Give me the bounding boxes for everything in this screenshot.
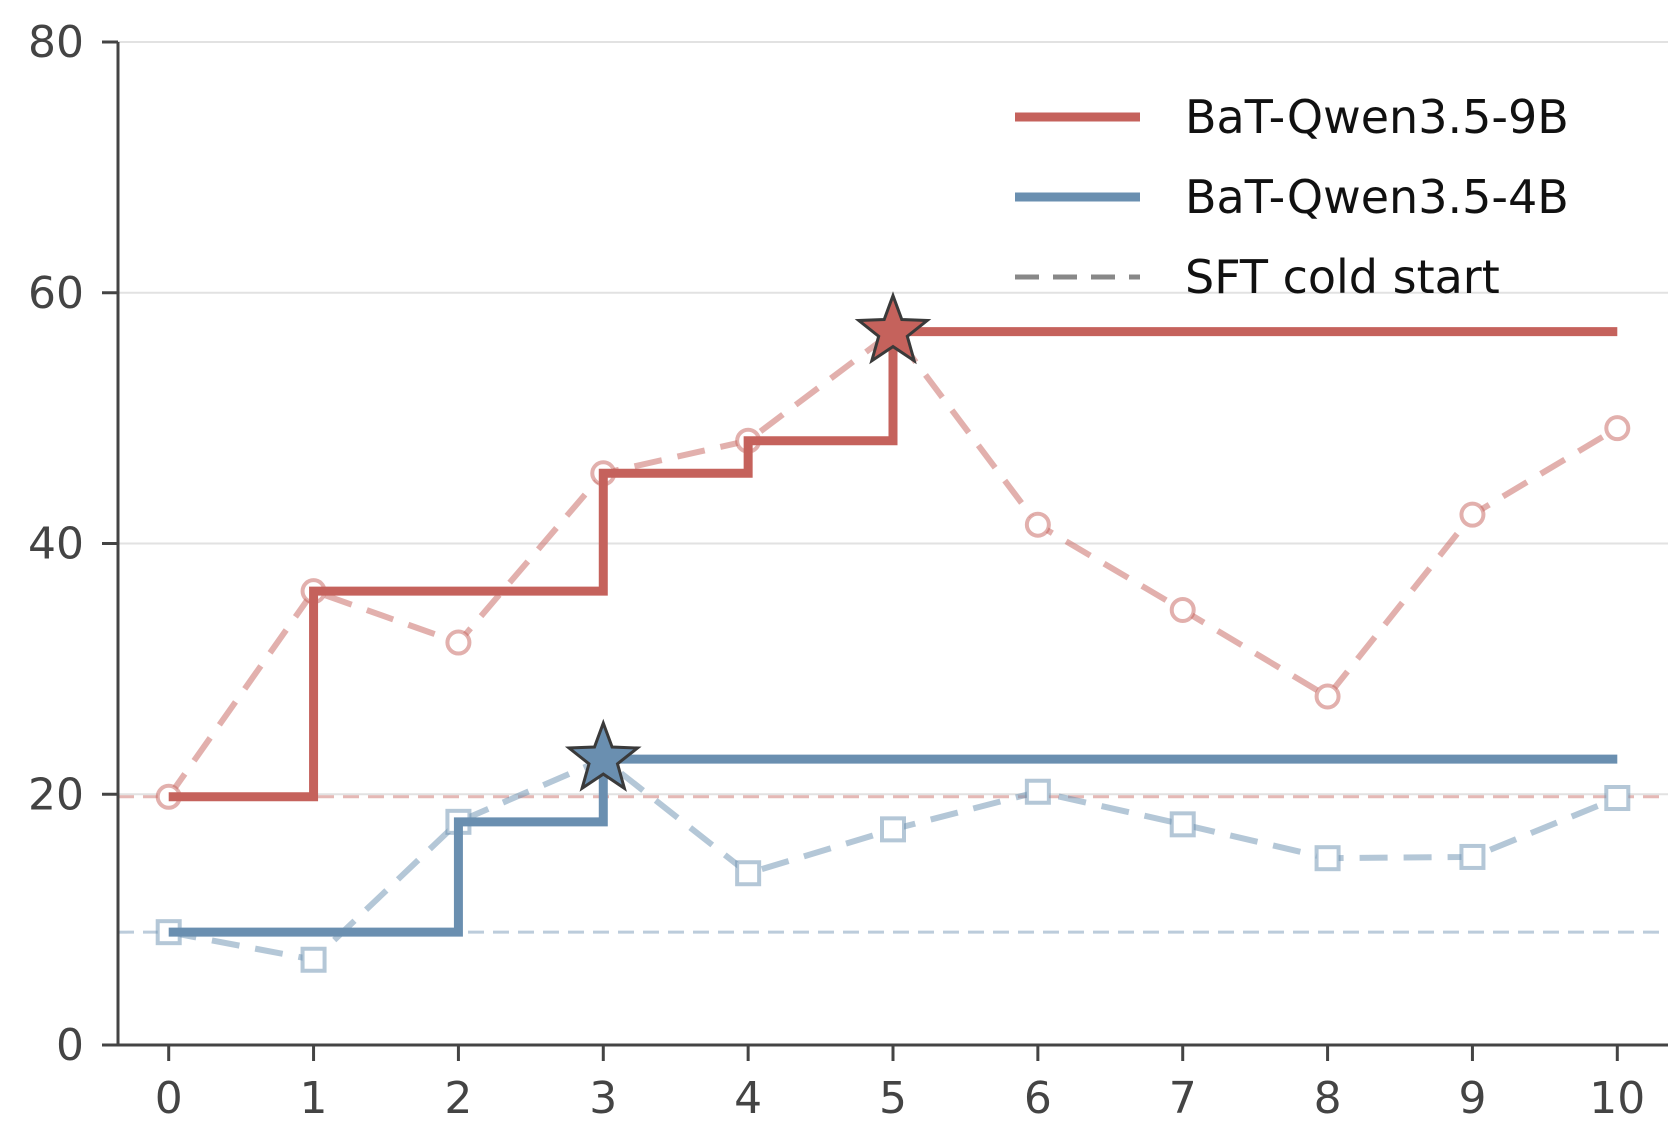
legend-label-1: BaT-Qwen3.5-4B [1185,170,1569,224]
legend: BaT-Qwen3.5-9B BaT-Qwen3.5-4B SFT cold sta… [1015,90,1569,304]
data-point-0-6 [1024,511,1051,538]
data-point-0-7 [1169,596,1196,623]
data-point-1-6 [1024,778,1051,805]
x-tick-label-0: 0 [155,1073,183,1124]
x-tick-label-5: 5 [879,1073,907,1124]
x-tick-label-8: 8 [1314,1073,1342,1124]
x-tick-label-9: 9 [1458,1073,1486,1124]
data-point-0-8 [1314,683,1341,710]
x-tick-label-3: 3 [589,1073,617,1124]
data-point-0-10 [1604,415,1631,442]
best-star-1 [564,718,642,792]
data-point-1-5 [880,816,906,843]
data-point-1-8 [1314,845,1341,872]
best-step-line-0 [168,327,1618,802]
data-point-0-9 [1459,501,1486,528]
legend-label-2: SFT cold start [1185,250,1500,304]
data-point-1-1 [300,946,327,973]
x-tick-label-6: 6 [1024,1073,1052,1124]
x-tick-label-7: 7 [1169,1073,1197,1124]
data-point-1-10 [1604,785,1631,812]
data-point-0-2 [445,629,472,656]
y-tick-label-80: 80 [28,17,84,68]
y-tick-label-0: 0 [56,1020,84,1071]
data-point-1-9 [1459,843,1486,870]
best-so-far-series [168,327,1618,937]
data-point-1-4 [735,860,762,887]
axes: 0 20 40 60 80 0 1 2 3 4 5 6 7 8 9 10 [28,17,1668,1124]
y-tick-label-40: 40 [28,519,84,570]
data-point-1-7 [1169,811,1196,838]
y-tick-label-20: 20 [28,769,84,820]
best-markers [564,291,932,792]
raw-line-0 [166,328,1619,799]
x-tick-label-1: 1 [300,1073,328,1124]
x-tick-label-2: 2 [444,1073,472,1124]
best-step-line-1 [168,754,1618,937]
legend-label-0: BaT-Qwen3.5-9B [1185,90,1569,144]
x-tick-label-4: 4 [734,1073,762,1124]
y-tick-label-60: 60 [28,268,84,319]
x-tick-label-10: 10 [1589,1073,1645,1124]
best-star-0 [854,291,932,365]
